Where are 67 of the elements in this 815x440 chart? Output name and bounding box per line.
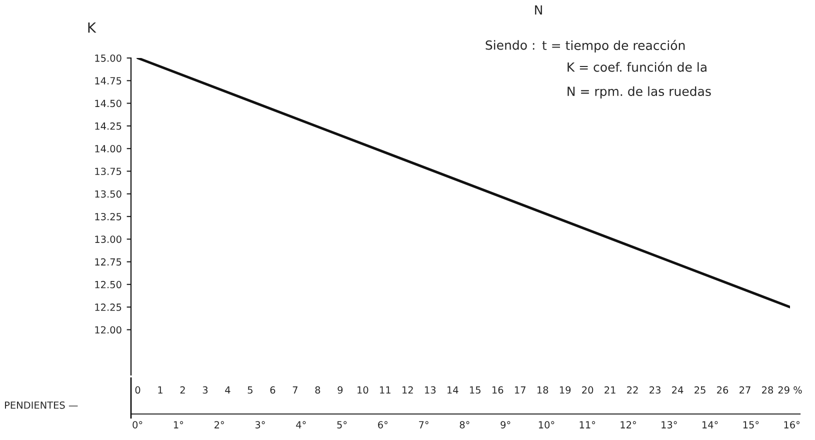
x-tick-label: 10 [358,386,368,394]
x-tick-label: 11 [380,386,390,394]
x-tick-label: 7 [292,386,298,394]
x2-tick-label: 10° [538,421,554,428]
x-tick-label: 20 [582,386,594,394]
x2-tick-label: 15° [743,421,759,428]
y-tick-label: 12.75 [95,258,122,266]
y-tick-label: 13.25 [95,212,122,220]
x-tick-label: 2 [180,386,185,394]
text: Siendo : [486,40,534,50]
annotation: K = coef. función de la [568,62,706,72]
x2-tick-label: 1° [174,421,184,428]
x-tick-label: 27 [740,386,750,394]
x-tick-label: 16 [492,386,504,394]
x-tick-label: 22 [627,386,638,394]
y-tick-label: 13.00 [95,236,122,243]
y-tick-label: 14.75 [95,77,122,84]
y-tick-label: 15.00 [95,54,122,62]
x-tick-label: 25 [694,386,706,394]
x2-tick-label: 12° [620,421,636,428]
y-tick-label: 12.50 [95,280,122,288]
x2-tick-label: 11° [580,421,596,428]
y-tick-label: 12.00 [95,326,122,334]
x-tick-label: 3 [202,386,208,394]
y-tick-label: 14.50 [95,100,122,108]
x-tick-label: 14 [448,386,458,394]
x-tick-label: 24 [672,386,684,394]
x-tick-label: 4 [225,386,230,394]
x2-tick-label: 6° [378,421,388,428]
x2-tick-label: 8° [460,421,470,428]
x-tick-label: 26 [717,386,728,394]
x-tick-label: 29 % [778,386,802,394]
x-tick-label: 17 [514,386,526,394]
x2-tick-label: 14° [702,421,718,428]
x-tick-label: 15 [470,386,480,394]
annotation: N = rpm. de las ruedas [568,86,711,98]
x2-tick-label: 4° [296,421,306,428]
x2-tick-label: 13° [662,421,677,428]
y-tick-label: 14.25 [95,122,122,130]
y-tick-label: 14.00 [95,145,122,152]
x-tick-label: 23 [650,386,660,394]
text: t = tiempo de reacción [542,40,685,52]
x2-tick-label: 5° [337,421,347,428]
x-tick-label: 0 [135,386,140,394]
x-tick-label: 9 [338,386,343,394]
x2-tick-label: 16° [784,421,800,428]
x-tick-label: 18 [537,386,548,394]
x-tick-label: 21 [604,386,616,394]
x-tick-label: 12 [402,386,413,394]
x2-tick-label: 7° [419,421,428,428]
x2-tick-label: 2° [214,421,224,428]
x-tick-label: 8 [315,386,320,394]
y-tick-label: 12.25 [95,304,122,311]
x-tick-label: 19 [560,386,571,394]
x-axis-title: PENDIENTES — [5,401,78,409]
y-tick-label: 13.50 [95,190,122,198]
x2-tick-label: 3° [255,421,265,428]
x2-tick-label: 0° [132,421,142,428]
x-tick-label: 13 [425,386,436,394]
text: N [535,5,542,14]
x-tick-label: 1 [158,386,162,394]
y-axis-title: K [88,22,96,33]
x-tick-label: 28 [762,386,774,394]
x-tick-label: 6 [270,386,276,394]
x-tick-label: 5 [248,386,252,394]
x2-tick-label: 9° [500,421,510,428]
y-tick-label: 13.75 [95,168,122,176]
